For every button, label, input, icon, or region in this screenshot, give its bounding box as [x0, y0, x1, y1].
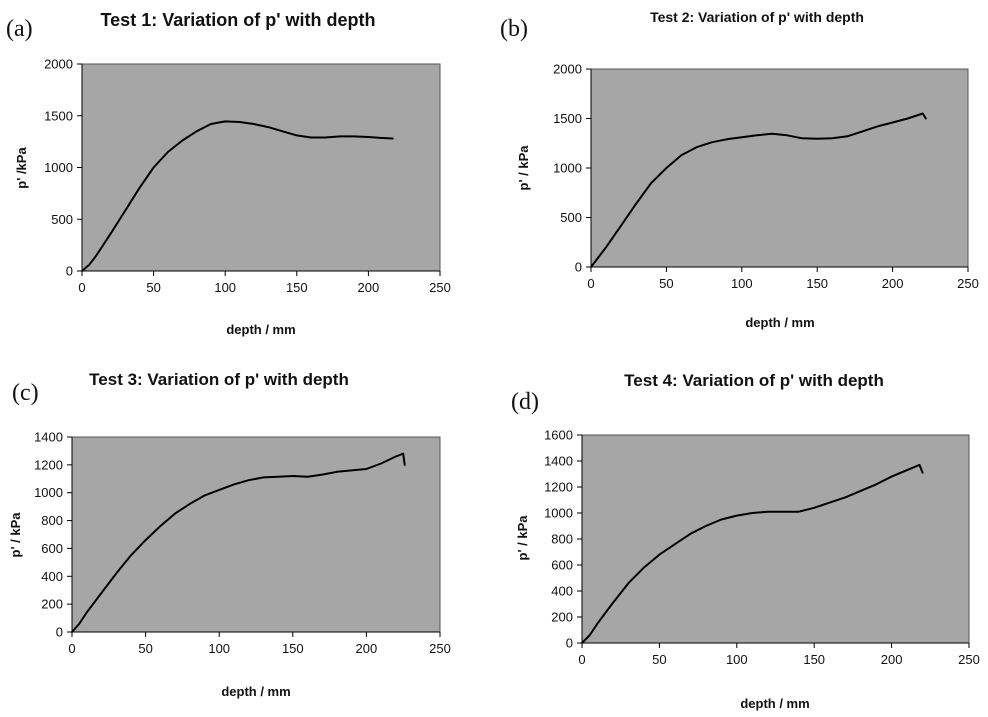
- plot-area: [81, 63, 441, 272]
- x-tick-label: 100: [214, 280, 236, 295]
- x-tick-label: 200: [882, 276, 904, 291]
- y-tick-label: 800: [41, 513, 63, 528]
- x-tick-label: 150: [286, 280, 308, 295]
- x-tick-label: 250: [429, 280, 451, 295]
- x-tick-label: 250: [429, 641, 451, 656]
- y-tick-label: 1000: [34, 485, 63, 500]
- x-tick-label: 150: [282, 641, 304, 656]
- x-axis-label: depth / mm: [745, 315, 814, 330]
- y-axis-label: p' / kPa: [8, 512, 23, 558]
- x-tick-label: 50: [659, 276, 673, 291]
- x-tick-label: 0: [587, 276, 594, 291]
- chart-panel-4: (d) Test 4: Variation of p' with depth 0 50…: [511, 371, 980, 711]
- chart-panel-2: (b) Test 2: Variation of p' with depth 0 50…: [500, 9, 979, 330]
- panel-label: (b): [500, 16, 528, 42]
- x-tick-label: 100: [208, 641, 230, 656]
- y-tick-label: 0: [575, 260, 582, 275]
- y-tick-label: 1500: [44, 108, 73, 123]
- y-tick-label: 600: [41, 541, 63, 556]
- series-line-1: [590, 112, 927, 268]
- y-tick-label: 1000: [44, 160, 73, 175]
- y-tick-label: 400: [551, 584, 573, 599]
- y-tick-label: 800: [551, 532, 573, 547]
- x-tick-label: 50: [146, 280, 160, 295]
- y-tick-label: 200: [41, 597, 63, 612]
- y-tick-label: 400: [41, 569, 63, 584]
- x-tick-label: 0: [78, 280, 85, 295]
- panel-label: (a): [6, 16, 33, 42]
- x-tick-label: 150: [803, 652, 825, 667]
- x-tick-label: 0: [578, 652, 585, 667]
- y-tick-label: 1200: [34, 457, 63, 472]
- x-axis-label: depth / mm: [221, 684, 290, 699]
- plot-area: [71, 436, 441, 633]
- y-tick-label: 1400: [544, 454, 573, 469]
- y-tick-label: 1400: [34, 430, 63, 445]
- x-tick-label: 100: [731, 276, 753, 291]
- panel-label: (d): [511, 389, 539, 415]
- y-tick-label: 1500: [553, 111, 582, 126]
- chart-panel-3: (c) Test 3: Variation of p' with depth 0 50…: [8, 370, 451, 699]
- y-tick-label: 1000: [553, 161, 582, 176]
- y-tick-label: 1600: [544, 428, 573, 443]
- y-tick-label: 200: [551, 610, 573, 625]
- y-tick-label: 2000: [553, 62, 582, 77]
- y-tick-label: 500: [560, 210, 582, 225]
- x-tick-label: 200: [881, 652, 903, 667]
- y-tick-label: 2000: [44, 57, 73, 72]
- plot-area: [581, 434, 970, 644]
- x-axis-label: depth / mm: [740, 696, 809, 711]
- chart-title: Test 4: Variation of p' with depth: [624, 371, 884, 390]
- x-tick-label: 250: [957, 276, 979, 291]
- y-axis-label: p' / kPa: [515, 515, 530, 561]
- y-axis-label: p' /kPa: [14, 147, 29, 189]
- y-tick-label: 500: [51, 212, 73, 227]
- series-line-1: [81, 120, 394, 272]
- series-line-1: [71, 452, 406, 633]
- y-tick-label: 1000: [544, 506, 573, 521]
- chart-title: Test 1: Variation of p' with depth: [101, 10, 376, 30]
- chart-panel-1: (a) Test 1: Variation of p' with depth 0 50…: [6, 10, 451, 337]
- x-tick-label: 250: [958, 652, 980, 667]
- panel-label: (c): [12, 380, 39, 406]
- plot-area: [590, 68, 969, 268]
- y-tick-label: 0: [66, 264, 73, 279]
- x-tick-label: 0: [68, 641, 75, 656]
- y-tick-label: 1200: [544, 480, 573, 495]
- y-tick-label: 0: [566, 636, 573, 651]
- x-tick-label: 100: [726, 652, 748, 667]
- chart-title: Test 2: Variation of p' with depth: [650, 9, 864, 25]
- x-tick-label: 50: [652, 652, 666, 667]
- y-tick-label: 600: [551, 558, 573, 573]
- x-tick-label: 200: [358, 280, 380, 295]
- x-tick-label: 150: [806, 276, 828, 291]
- chart-title: Test 3: Variation of p' with depth: [89, 370, 349, 389]
- x-axis-label: depth / mm: [226, 322, 295, 337]
- x-tick-label: 200: [356, 641, 378, 656]
- x-tick-label: 50: [138, 641, 152, 656]
- y-axis-label: p' / kPa: [516, 145, 531, 191]
- series-line-1: [581, 463, 924, 644]
- y-tick-label: 0: [56, 625, 63, 640]
